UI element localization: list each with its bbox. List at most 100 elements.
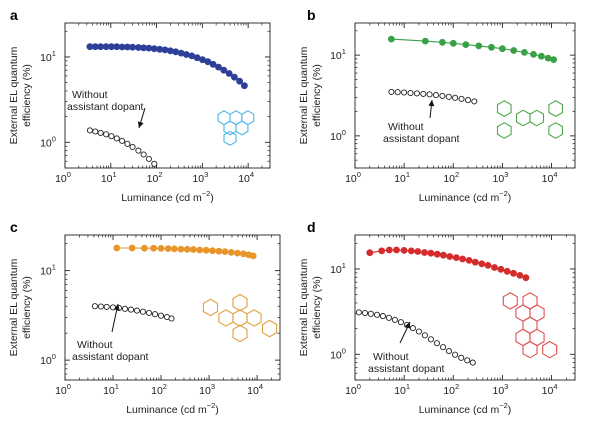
molecule-ring (496, 100, 512, 118)
data-point-with-dopant (421, 249, 428, 256)
annotation-label: Without assistant dopant (72, 339, 149, 363)
plot-frame (64, 234, 281, 381)
molecule-ring (232, 293, 248, 312)
molecule-ring (529, 109, 545, 127)
data-point-with-dopant (400, 246, 408, 254)
molecule-ring (261, 319, 278, 338)
x-axis-label: Luminance (cd m−2) (419, 401, 512, 416)
data-point-with-dopant (209, 60, 217, 68)
data-point-without-dopant (407, 89, 414, 97)
data-point-with-dopant (221, 248, 229, 255)
data-point-with-dopant (522, 274, 530, 282)
data-point-without-dopant (388, 88, 395, 95)
y-axis-label: External EL quantumefficiency (%) (8, 46, 33, 144)
data-point-without-dopant (391, 316, 398, 323)
data-point-with-dopant (157, 244, 165, 252)
data-point-without-dopant (151, 311, 159, 318)
data-point-without-dopant (91, 303, 98, 310)
data-point-with-dopant (227, 248, 235, 256)
data-point-with-dopant (128, 244, 136, 252)
annotation-arrowhead (113, 304, 120, 311)
data-point-with-dopant (538, 52, 545, 60)
data-point-with-dopant (414, 248, 422, 255)
data-point-without-dopant (401, 89, 408, 96)
panel-label: a (10, 7, 18, 23)
data-point-without-dopant (458, 95, 465, 102)
data-point-without-dopant (135, 147, 142, 154)
data-point-with-dopant (503, 267, 511, 275)
data-point-with-dopant (387, 35, 395, 43)
data-point-without-dopant (397, 319, 404, 326)
molecule-ring (217, 110, 231, 126)
molecule-ring (522, 340, 538, 359)
data-point-with-dopant (189, 246, 197, 253)
annotation-label: Without assistant dopant (67, 89, 144, 113)
molecule-ring (241, 110, 255, 126)
data-point-with-dopant (491, 264, 498, 271)
data-point-without-dopant (140, 151, 147, 158)
y-axis-label: External EL quantumefficiency (%) (298, 258, 323, 356)
data-point-with-dopant (177, 245, 185, 253)
data-point-with-dopant (150, 244, 157, 252)
data-point-with-dopant (433, 250, 441, 258)
data-point-without-dopant (464, 97, 472, 104)
data-point-with-dopant (516, 271, 524, 279)
data-point-with-dopant (421, 37, 429, 45)
data-point-without-dopant (139, 308, 147, 315)
data-point-with-dopant (498, 45, 506, 53)
data-point-without-dopant (440, 344, 447, 351)
data-point-with-dopant (550, 56, 557, 63)
molecule-ring (502, 292, 518, 310)
data-point-with-dopant (236, 77, 243, 85)
data-point-without-dopant (471, 98, 478, 105)
x-axis-label: Luminance (cd m−2) (126, 401, 219, 416)
data-point-with-dopant (113, 244, 121, 252)
molecule-structure (202, 293, 278, 343)
data-point-without-dopant (129, 143, 136, 151)
molecule-ring (496, 122, 512, 139)
data-point-without-dopant (458, 354, 465, 361)
data-point-without-dopant (121, 305, 129, 312)
molecule-structure (502, 292, 558, 359)
data-point-without-dopant (127, 306, 135, 313)
data-point-without-dopant (385, 314, 392, 321)
data-point-without-dopant (415, 328, 422, 335)
data-point-without-dopant (92, 128, 99, 135)
data-point-with-dopant (129, 43, 136, 51)
data-point-without-dopant (97, 303, 104, 310)
data-point-with-dopant (233, 249, 241, 257)
molecule-ring (202, 298, 219, 317)
data-point-with-dopant (462, 41, 470, 48)
data-point-with-dopant (449, 39, 457, 47)
data-point-with-dopant (366, 249, 374, 257)
data-point-without-dopant (409, 325, 416, 332)
data-point-with-dopant (215, 63, 222, 71)
data-point-with-dopant (385, 246, 393, 254)
data-point-without-dopant (413, 90, 420, 97)
x-axis-label: Luminance (cd m−2) (419, 189, 512, 204)
data-point-without-dopant (361, 309, 369, 317)
data-point-with-dopant (488, 43, 495, 51)
data-point-without-dopant (145, 155, 152, 162)
annotation-label: Without assistant dopant (368, 351, 445, 375)
data-point-without-dopant (355, 309, 362, 316)
data-point-with-dopant (439, 251, 447, 259)
x-axis-label: Luminance (cd m−2) (121, 189, 214, 204)
data-point-without-dopant (97, 129, 104, 136)
data-point-without-dopant (108, 133, 115, 140)
data-point-with-dopant (465, 256, 473, 264)
data-point-without-dopant (452, 351, 459, 358)
y-axis-label: External EL quantumefficiency (%) (298, 46, 323, 144)
data-point-with-dopant (427, 249, 435, 257)
data-point-with-dopant (407, 247, 415, 255)
plot-frame (354, 234, 576, 381)
plot-frame (64, 22, 271, 169)
data-point-without-dopant (124, 140, 131, 147)
panel-label: c (10, 219, 18, 235)
data-point-with-dopant (225, 70, 233, 77)
data-point-without-dopant (421, 332, 428, 339)
data-point-without-dopant (452, 94, 459, 101)
data-point-with-dopant (510, 47, 518, 54)
